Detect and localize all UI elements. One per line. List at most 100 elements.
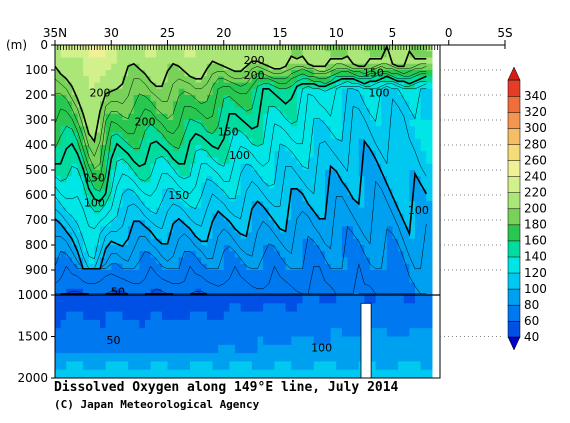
field-cell xyxy=(398,336,405,346)
field-cell xyxy=(139,101,146,109)
field-cell xyxy=(173,82,180,90)
field-cell xyxy=(336,288,343,296)
field-cell xyxy=(313,311,320,321)
field-cell xyxy=(195,263,202,271)
field-cell xyxy=(235,107,242,115)
field-cell xyxy=(280,182,287,190)
field-cell xyxy=(386,344,394,354)
field-cell xyxy=(274,369,281,378)
field-cell xyxy=(291,151,298,159)
field-cell xyxy=(100,311,107,321)
field-cell xyxy=(285,288,292,296)
field-cell xyxy=(420,163,427,171)
field-cell xyxy=(145,353,152,362)
field-cell xyxy=(83,95,90,102)
field-cell xyxy=(420,188,427,196)
field-cell xyxy=(325,88,332,96)
field-cell xyxy=(77,251,84,259)
field-cell xyxy=(358,238,365,246)
field-cell xyxy=(100,257,107,265)
field-cell xyxy=(308,120,315,127)
field-cell xyxy=(71,282,79,290)
field-cell xyxy=(66,251,73,259)
field-cell xyxy=(240,132,247,140)
field-cell xyxy=(88,182,95,190)
field-cell xyxy=(370,232,377,240)
field-cell xyxy=(381,276,388,284)
field-cell xyxy=(145,276,152,284)
field-cell xyxy=(268,361,275,371)
field-cell xyxy=(336,232,343,240)
field-cell xyxy=(184,319,191,329)
field-cell xyxy=(308,282,315,290)
field-cell xyxy=(218,282,225,290)
field-cell xyxy=(145,145,152,152)
field-cell xyxy=(263,95,270,102)
field-cell xyxy=(263,328,270,338)
field-cell xyxy=(60,232,67,240)
field-cell xyxy=(341,251,349,259)
field-cell xyxy=(257,76,264,84)
field-cell xyxy=(218,95,225,102)
field-cell xyxy=(139,176,146,184)
field-cell xyxy=(302,138,309,146)
field-cell xyxy=(235,195,242,202)
field-cell xyxy=(319,113,326,121)
field-cell xyxy=(381,232,388,240)
field-cell xyxy=(251,132,259,140)
field-cell xyxy=(263,353,270,362)
field-cell xyxy=(88,107,95,115)
contour-line-170 xyxy=(55,71,427,180)
field-cell xyxy=(392,182,399,190)
field-cell xyxy=(190,195,197,202)
field-cell xyxy=(184,282,191,290)
field-cell xyxy=(364,70,371,77)
field-cell xyxy=(319,126,326,134)
field-cell xyxy=(285,353,292,362)
field-cell xyxy=(341,319,349,329)
field-cell xyxy=(195,282,202,290)
field-cell xyxy=(201,151,208,159)
field-cell xyxy=(381,51,388,59)
field-cell xyxy=(347,138,354,146)
field-cell xyxy=(246,63,253,71)
field-cell xyxy=(325,126,332,134)
field-cell xyxy=(77,220,84,227)
field-cell xyxy=(381,188,388,196)
colorbar-label: 140 xyxy=(524,250,547,264)
field-cell xyxy=(94,353,101,362)
field-cell xyxy=(83,126,90,134)
field-cell xyxy=(392,188,399,196)
field-cell xyxy=(218,120,225,127)
field-cell xyxy=(381,138,388,146)
field-cell xyxy=(60,369,67,378)
field-cell xyxy=(195,226,202,234)
field-cell xyxy=(71,257,79,265)
field-cell xyxy=(415,328,422,338)
y-tick-label: 2000 xyxy=(17,371,48,385)
field-cell xyxy=(178,344,185,354)
field-cell xyxy=(291,245,298,252)
field-cell xyxy=(392,132,399,140)
field-cell xyxy=(133,201,140,209)
field-cell xyxy=(426,101,433,109)
field-cell xyxy=(184,232,191,240)
field-cell xyxy=(133,288,140,296)
field-cell xyxy=(122,245,129,252)
field-cell xyxy=(386,288,394,296)
field-cell xyxy=(60,328,67,338)
field-cell xyxy=(66,270,73,277)
field-cell xyxy=(381,303,388,313)
field-cell xyxy=(178,238,185,246)
field-cell xyxy=(218,238,225,246)
field-cell xyxy=(122,113,129,121)
field-cell xyxy=(415,132,422,140)
field-cell xyxy=(341,276,349,284)
field-cell xyxy=(347,113,354,121)
field-cell xyxy=(212,201,219,209)
field-cell xyxy=(246,195,253,202)
field-cell xyxy=(88,113,95,121)
field-cell xyxy=(341,170,349,177)
field-cell xyxy=(88,163,95,171)
field-cell xyxy=(403,126,410,134)
